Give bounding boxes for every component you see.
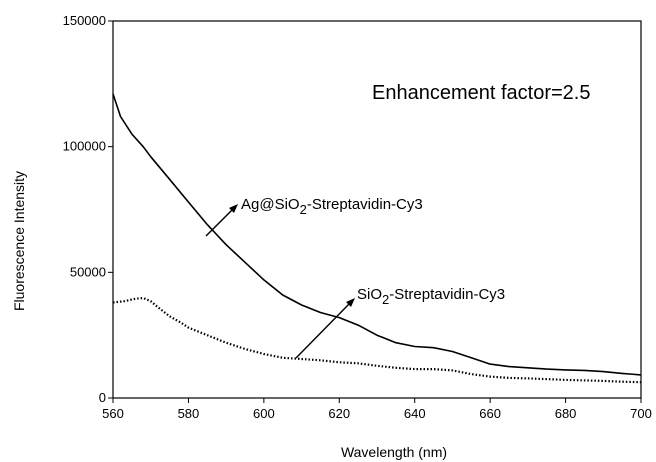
ag-label-prefix: Ag@SiO xyxy=(241,196,300,213)
y-tick-label: 0 xyxy=(99,390,106,405)
x-tick-label: 700 xyxy=(630,406,652,421)
sio2-series-label: SiO2-Streptavidin-Cy3 xyxy=(357,286,505,307)
series-line-ag-sio2 xyxy=(112,93,642,376)
series-layer xyxy=(112,93,642,384)
x-tick-label: 620 xyxy=(328,406,350,421)
x-tick-label: 600 xyxy=(253,406,275,421)
x-tick-label: 640 xyxy=(404,406,426,421)
ag-series-label: Ag@SiO2-Streptavidin-Cy3 xyxy=(241,196,423,217)
ag-label-subscript: 2 xyxy=(300,202,307,217)
sio2-label-prefix: SiO xyxy=(357,286,382,303)
series-line-sio2 xyxy=(112,296,642,384)
enhancement-factor-annotation: Enhancement factor=2.5 xyxy=(372,82,590,104)
sio2-annotation-arrowhead xyxy=(346,298,355,307)
x-axis-label: Wavelength (nm) xyxy=(341,444,447,460)
y-tick-label: 100000 xyxy=(63,139,106,154)
y-axis-label: Fluorescence Intensity xyxy=(11,171,27,311)
plot-frame xyxy=(112,20,642,399)
plot-axes xyxy=(112,20,642,399)
y-tick-label: 50000 xyxy=(70,264,106,279)
sio2-annotation-arrow xyxy=(295,300,353,359)
sio2-label-subscript: 2 xyxy=(382,292,389,307)
sio2-label-suffix: -Streptavidin-Cy3 xyxy=(389,286,505,303)
ag-annotation-arrowhead xyxy=(229,204,238,213)
x-tick-label: 580 xyxy=(178,406,200,421)
x-tick-label: 660 xyxy=(479,406,501,421)
y-tick-label: 150000 xyxy=(63,13,106,28)
x-tick-label: 680 xyxy=(555,406,577,421)
ag-label-suffix: -Streptavidin-Cy3 xyxy=(307,196,423,213)
axis-ticks: 560 580 600 620 640 660 680 700 0 50000 100000 1500… xyxy=(63,13,652,421)
ag-annotation-arrow xyxy=(205,206,236,237)
x-tick-label: 560 xyxy=(102,406,124,421)
